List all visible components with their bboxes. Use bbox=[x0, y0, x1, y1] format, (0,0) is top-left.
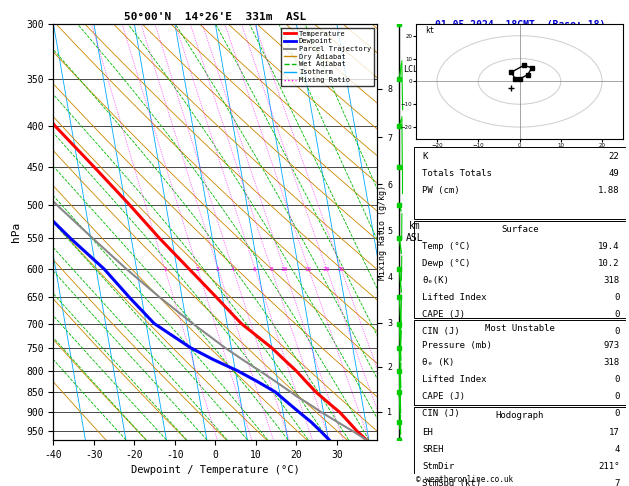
Text: 10: 10 bbox=[281, 267, 288, 272]
Text: 22: 22 bbox=[609, 153, 620, 161]
Text: Totals Totals: Totals Totals bbox=[422, 169, 493, 178]
Text: Lifted Index: Lifted Index bbox=[422, 293, 487, 302]
Text: Most Unstable: Most Unstable bbox=[485, 324, 555, 333]
Text: 1: 1 bbox=[163, 267, 167, 272]
Text: K: K bbox=[422, 153, 428, 161]
Text: θₑ (K): θₑ (K) bbox=[422, 358, 455, 366]
Text: 318: 318 bbox=[603, 276, 620, 285]
Text: Dewp (°C): Dewp (°C) bbox=[422, 259, 470, 268]
Title: 50°00'N  14°26'E  331m  ASL: 50°00'N 14°26'E 331m ASL bbox=[125, 12, 306, 22]
Text: θₑ(K): θₑ(K) bbox=[422, 276, 449, 285]
Text: 0: 0 bbox=[614, 327, 620, 336]
Text: 01.05.2024  18GMT  (Base: 18): 01.05.2024 18GMT (Base: 18) bbox=[435, 20, 605, 30]
Text: Hodograph: Hodograph bbox=[496, 411, 544, 420]
Bar bbox=[414, 147, 626, 219]
Text: 25: 25 bbox=[337, 267, 345, 272]
Text: Surface: Surface bbox=[501, 225, 538, 234]
Text: 0: 0 bbox=[614, 392, 620, 400]
Text: StmSpd (kt): StmSpd (kt) bbox=[422, 479, 481, 486]
Text: kt: kt bbox=[425, 26, 434, 35]
Text: 211°: 211° bbox=[598, 462, 620, 471]
Text: 10.2: 10.2 bbox=[598, 259, 620, 268]
Text: 17: 17 bbox=[609, 428, 620, 437]
Bar bbox=[414, 221, 626, 318]
Text: CAPE (J): CAPE (J) bbox=[422, 392, 465, 400]
Text: CIN (J): CIN (J) bbox=[422, 409, 460, 417]
Text: 0: 0 bbox=[614, 409, 620, 417]
Text: CIN (J): CIN (J) bbox=[422, 327, 460, 336]
Text: 15: 15 bbox=[305, 267, 312, 272]
Text: 0: 0 bbox=[614, 310, 620, 319]
Text: 20: 20 bbox=[323, 267, 330, 272]
Bar bbox=[414, 320, 626, 405]
Text: 973: 973 bbox=[603, 341, 620, 349]
Text: 0: 0 bbox=[614, 293, 620, 302]
Text: 318: 318 bbox=[603, 358, 620, 366]
Bar bbox=[414, 407, 626, 474]
Y-axis label: hPa: hPa bbox=[11, 222, 21, 242]
Text: CAPE (J): CAPE (J) bbox=[422, 310, 465, 319]
X-axis label: Dewpoint / Temperature (°C): Dewpoint / Temperature (°C) bbox=[131, 465, 300, 475]
Text: StmDir: StmDir bbox=[422, 462, 455, 471]
Text: 7: 7 bbox=[614, 479, 620, 486]
Text: 6: 6 bbox=[253, 267, 257, 272]
Text: 4: 4 bbox=[614, 445, 620, 454]
Text: Temp (°C): Temp (°C) bbox=[422, 242, 470, 251]
Text: 4: 4 bbox=[231, 267, 235, 272]
Text: 49: 49 bbox=[609, 169, 620, 178]
Legend: Temperature, Dewpoint, Parcel Trajectory, Dry Adiabat, Wet Adiabat, Isotherm, Mi: Temperature, Dewpoint, Parcel Trajectory… bbox=[281, 28, 374, 86]
Text: PW (cm): PW (cm) bbox=[422, 186, 460, 195]
Text: © weatheronline.co.uk: © weatheronline.co.uk bbox=[416, 475, 513, 484]
Text: SREH: SREH bbox=[422, 445, 444, 454]
Text: LCL: LCL bbox=[403, 66, 418, 74]
Text: Mixing Ratio (g/kg): Mixing Ratio (g/kg) bbox=[378, 185, 387, 279]
Text: 3: 3 bbox=[216, 267, 220, 272]
Text: EH: EH bbox=[422, 428, 433, 437]
Text: 2: 2 bbox=[196, 267, 199, 272]
Text: 19.4: 19.4 bbox=[598, 242, 620, 251]
Text: Pressure (mb): Pressure (mb) bbox=[422, 341, 493, 349]
Text: 1.88: 1.88 bbox=[598, 186, 620, 195]
Y-axis label: km
ASL: km ASL bbox=[406, 221, 423, 243]
Text: 8: 8 bbox=[269, 267, 273, 272]
Text: 0: 0 bbox=[614, 375, 620, 383]
Text: Lifted Index: Lifted Index bbox=[422, 375, 487, 383]
